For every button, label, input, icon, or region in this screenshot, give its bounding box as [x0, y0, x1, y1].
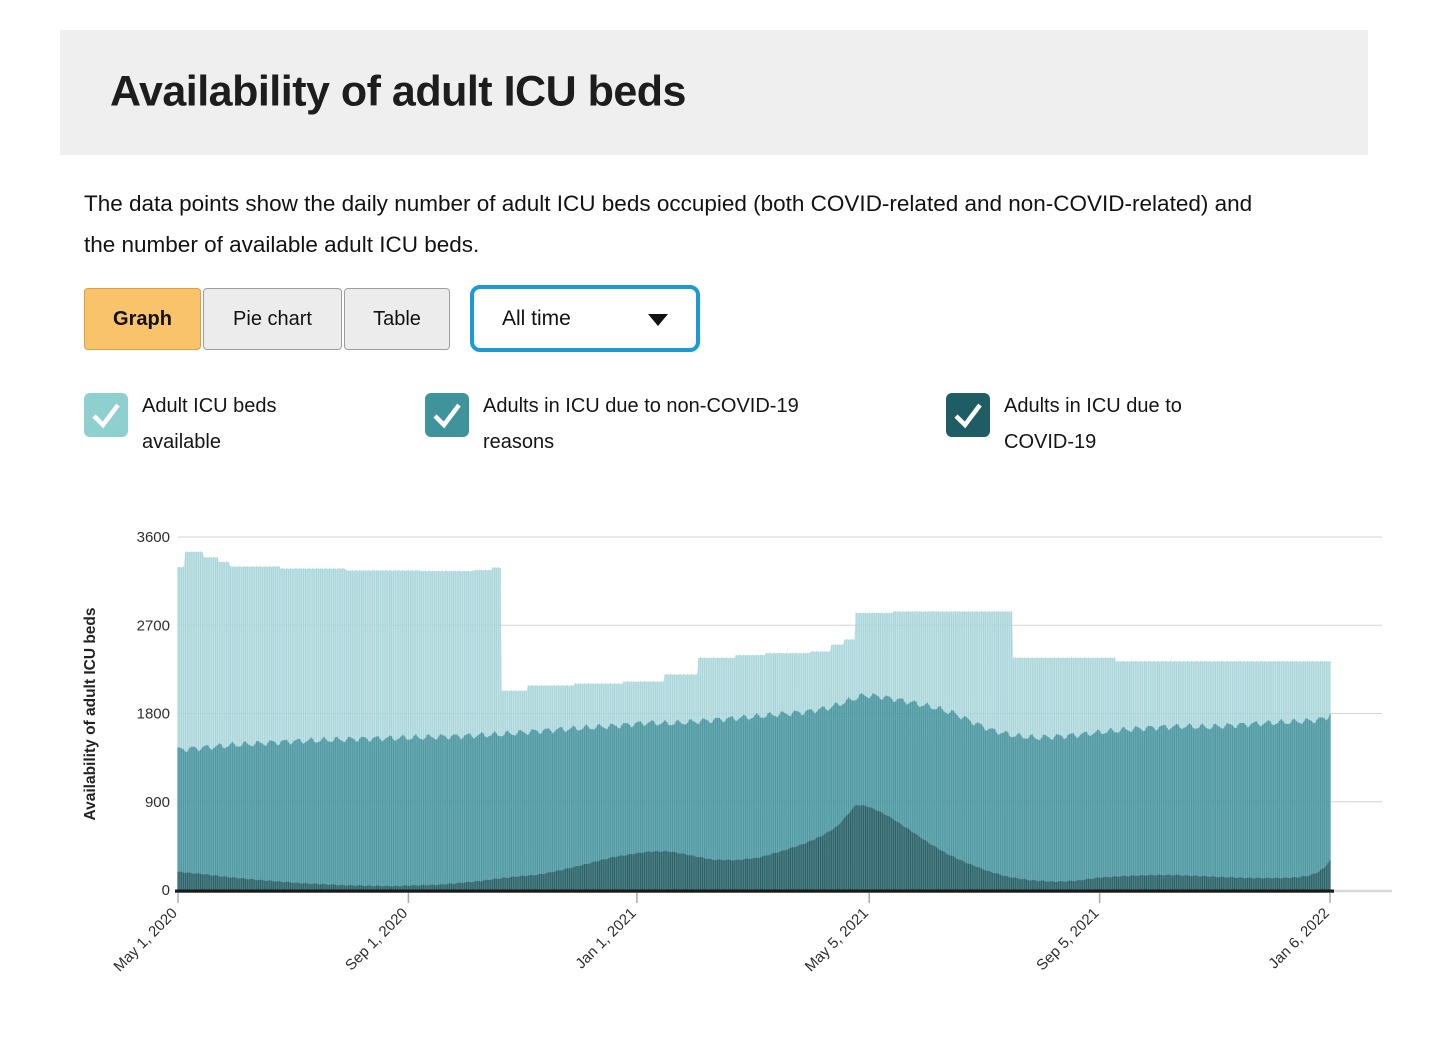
- legend-label: Adult ICU beds available: [142, 395, 277, 453]
- y-tick-label: 3600: [137, 529, 170, 546]
- checkmark-icon: [954, 403, 982, 429]
- checkbox-checked-icon[interactable]: [425, 393, 469, 437]
- x-tick-label: Sep 5, 2021: [1033, 905, 1102, 974]
- y-axis-title: Availability of adult ICU beds: [82, 607, 99, 820]
- page-title: Availability of adult ICU beds: [110, 67, 686, 116]
- checkmark-icon: [92, 403, 120, 429]
- x-tick-label: May 1, 2020: [110, 905, 180, 975]
- time-range-select[interactable]: All time: [470, 285, 700, 352]
- legend-label: Adults in ICU due to non-COVID-19 reason…: [483, 395, 799, 453]
- series-non-covid: [177, 693, 1331, 887]
- x-axis-line: [175, 889, 1334, 893]
- checkmark-icon: [433, 403, 461, 429]
- x-tick-label: Jan 1, 2021: [572, 905, 639, 972]
- series-available: [177, 551, 1331, 752]
- y-tick-label: 1800: [137, 706, 170, 723]
- chart-area: 0 900 1800 2700 3600 May 1, 2020 Sep 1, 2020 Ja…: [0, 500, 1456, 1041]
- page-header: Availability of adult ICU beds: [60, 30, 1368, 155]
- x-tick-label: Sep 1, 2020: [342, 905, 411, 974]
- chevron-down-icon: [648, 313, 668, 326]
- y-tick-label: 0: [162, 882, 170, 899]
- checkbox-checked-icon[interactable]: [84, 393, 128, 437]
- pie-chart-tab-button[interactable]: Pie chart: [203, 288, 342, 350]
- checkbox-checked-icon[interactable]: [946, 393, 990, 437]
- series-covid: [177, 804, 1331, 890]
- y-tick-label: 2700: [137, 617, 170, 634]
- table-tab-button[interactable]: Table: [344, 288, 450, 350]
- graph-tab-button[interactable]: Graph: [84, 288, 201, 350]
- y-tick-label: 900: [145, 794, 170, 811]
- x-tick-label: May 5, 2021: [802, 905, 872, 975]
- time-range-value: All time: [502, 306, 571, 330]
- x-tick-label: Jan 6, 2022: [1265, 905, 1332, 972]
- icu-stacked-bar-chart: 0 900 1800 2700 3600 May 1, 2020 Sep 1, 2020 Ja…: [82, 529, 1392, 975]
- description-text: The data points show the daily number of…: [84, 191, 1253, 257]
- legend-label: Adults in ICU due to COVID-19: [1004, 395, 1182, 453]
